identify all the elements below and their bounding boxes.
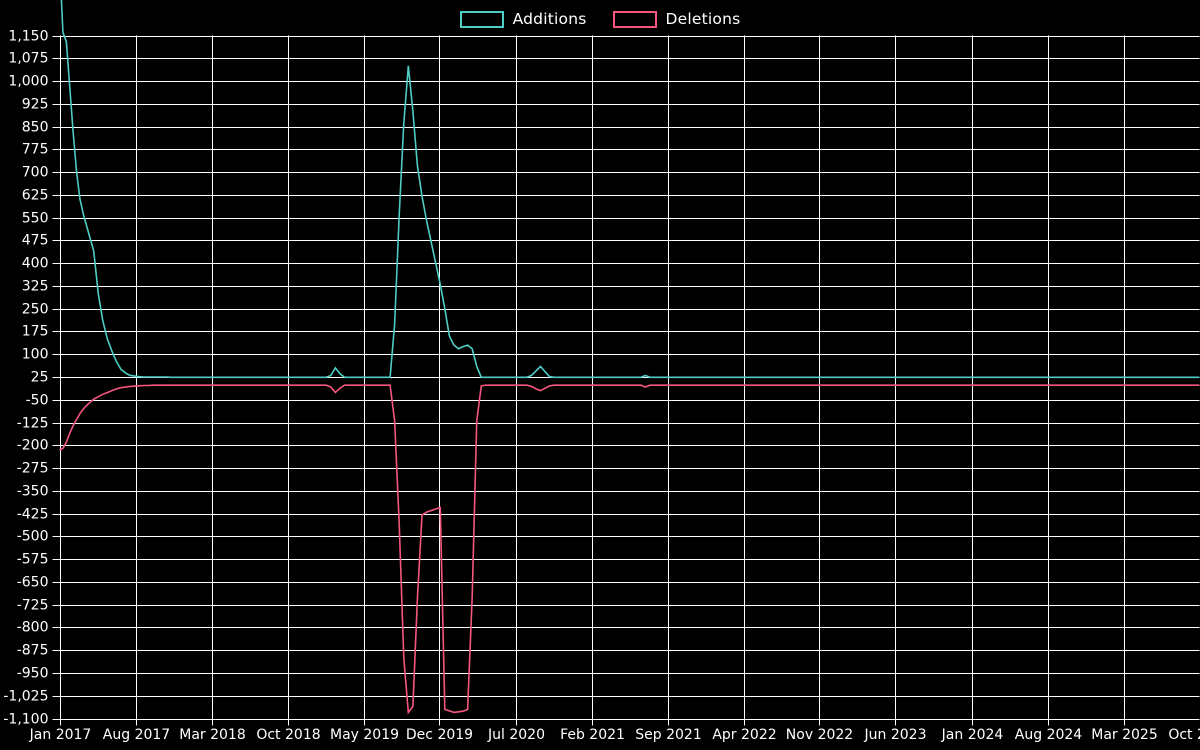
x-tick-label: Oct 2025 <box>1168 727 1200 743</box>
chart-legend: Additions Deletions <box>0 4 1200 34</box>
y-tick-label: -50 <box>26 393 49 409</box>
y-tick-label: -875 <box>17 643 49 659</box>
y-tick-label: 850 <box>22 120 49 136</box>
x-tick-label: Feb 2021 <box>560 727 625 743</box>
x-tick-label: Aug 2017 <box>103 727 170 743</box>
x-tick-label: Mar 2018 <box>179 727 246 743</box>
y-tick-label: -500 <box>17 529 49 545</box>
legend-label-additions: Additions <box>512 10 587 28</box>
y-tick-label: -725 <box>17 598 49 614</box>
y-tick-label: -275 <box>17 461 49 477</box>
x-tick-label: Mar 2025 <box>1091 727 1158 743</box>
y-tick-label: -1,100 <box>3 712 48 728</box>
y-tick-label: -125 <box>17 416 49 432</box>
y-tick-label: -800 <box>17 620 49 636</box>
legend-swatch-additions-icon <box>459 10 504 28</box>
y-tick-label: -950 <box>17 666 49 682</box>
legend-item-additions[interactable]: Additions <box>459 10 587 28</box>
x-tick-label: Apr 2022 <box>712 727 776 743</box>
series-line-deletions <box>59 384 1200 715</box>
y-tick-label: 325 <box>22 279 49 295</box>
y-tick-label: 1,150 <box>8 29 48 45</box>
y-tick-label: 100 <box>22 347 49 363</box>
y-tick-label: 550 <box>22 211 49 227</box>
y-tick-label: -650 <box>17 575 49 591</box>
y-tick-label: -575 <box>17 552 49 568</box>
y-tick-label: 475 <box>22 233 49 249</box>
y-tick-label: -200 <box>17 438 49 454</box>
x-axis-labels: Jan 2017 Aug 2017 Mar 2018 Oct 2018 May 2019… <box>29 727 1200 743</box>
x-tick-label: Aug 2024 <box>1015 727 1083 743</box>
tick-layer <box>52 35 1200 726</box>
y-tick-label: -350 <box>17 484 49 500</box>
y-tick-label: 625 <box>22 188 49 204</box>
legend-swatch-deletions-icon <box>612 10 657 28</box>
y-tick-label: 775 <box>22 142 49 158</box>
y-tick-label: -1,025 <box>3 689 48 705</box>
x-tick-label: Jan 2017 <box>29 727 92 743</box>
legend-label-deletions: Deletions <box>665 10 741 28</box>
x-tick-label: May 2019 <box>330 727 399 743</box>
y-tick-label: 25 <box>31 370 49 386</box>
x-tick-label: Jul 2020 <box>487 727 545 743</box>
x-tick-label: Jan 2024 <box>941 727 1004 743</box>
y-tick-label: 1,075 <box>8 51 48 67</box>
x-tick-label: Jun 2023 <box>864 727 927 743</box>
y-tick-label: 400 <box>22 256 49 272</box>
y-tick-label: 1,000 <box>8 74 48 90</box>
y-tick-label: -425 <box>17 507 49 523</box>
series-layer <box>59 0 1200 715</box>
grid-layer <box>59 35 1200 721</box>
x-tick-label: Nov 2022 <box>786 727 853 743</box>
x-tick-label: Dec 2019 <box>406 727 473 743</box>
y-tick-label: 700 <box>22 165 49 181</box>
x-tick-label: Sep 2021 <box>635 727 701 743</box>
y-tick-label: 925 <box>22 97 49 113</box>
y-tick-label: 175 <box>22 324 49 340</box>
x-tick-label: Oct 2018 <box>256 727 320 743</box>
legend-item-deletions[interactable]: Deletions <box>612 10 741 28</box>
series-line-additions <box>60 0 1200 379</box>
y-axis-labels: 1,150 1,075 1,000 925 850 775 700 625 550 475 400 3… <box>3 29 48 728</box>
y-tick-label: 250 <box>22 302 49 318</box>
